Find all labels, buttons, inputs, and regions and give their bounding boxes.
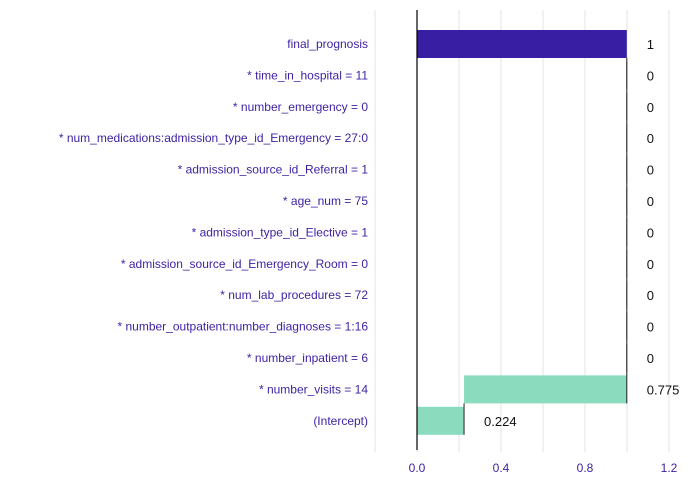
x-tick-label: 0.4 — [493, 461, 510, 475]
value-label: 0 — [647, 257, 654, 272]
value-label: 1 — [647, 37, 654, 52]
row-labels: final_prognosis * time_in_hospital = 11 * … — [59, 37, 369, 428]
row-label: * num_lab_procedures = 72 — [220, 288, 368, 302]
value-label: 0 — [647, 163, 654, 178]
row-label: * time_in_hospital = 11 — [247, 68, 368, 82]
x-tick-label: 1.2 — [661, 461, 678, 475]
row-label: * admission_source_id_Referral = 1 — [178, 163, 369, 177]
x-tick-label: 0.8 — [577, 461, 594, 475]
bar-0 — [417, 30, 627, 58]
row-label: * num_medications:admission_type_id_Emer… — [59, 131, 369, 145]
value-labels: 1 0 0 0 0 0 0 0 0 0 0 0.775 0.224 — [484, 37, 679, 429]
value-label: 0 — [647, 100, 654, 115]
bar-11 — [464, 375, 627, 404]
value-label: 0 — [647, 288, 654, 303]
bars — [417, 30, 628, 435]
value-label: 0 — [647, 68, 654, 83]
row-label: * number_emergency = 0 — [233, 100, 368, 114]
row-label: * number_inpatient = 6 — [247, 351, 368, 365]
value-label: 0.224 — [484, 414, 517, 429]
value-label: 0.775 — [647, 382, 680, 397]
row-label: * age_num = 75 — [283, 194, 368, 208]
value-label: 0 — [647, 194, 654, 209]
value-label: 0 — [647, 351, 654, 366]
value-label: 0 — [647, 225, 654, 240]
connectors — [463, 58, 628, 435]
row-label: final_prognosis — [287, 37, 368, 51]
row-label: * number_visits = 14 — [259, 382, 368, 396]
x-tick-label: 0.0 — [409, 461, 426, 475]
row-label: * admission_type_id_Elective = 1 — [192, 225, 369, 239]
row-label: * admission_source_id_Emergency_Room = 0 — [121, 257, 368, 271]
row-label: (Intercept) — [313, 414, 368, 428]
value-label: 0 — [647, 320, 654, 335]
bar-12 — [417, 406, 465, 435]
row-label: * number_outpatient:number_diagnoses = 1… — [117, 320, 368, 334]
value-label: 0 — [647, 131, 654, 146]
x-axis-ticks: 0.0 0.4 0.8 1.2 — [409, 461, 678, 475]
